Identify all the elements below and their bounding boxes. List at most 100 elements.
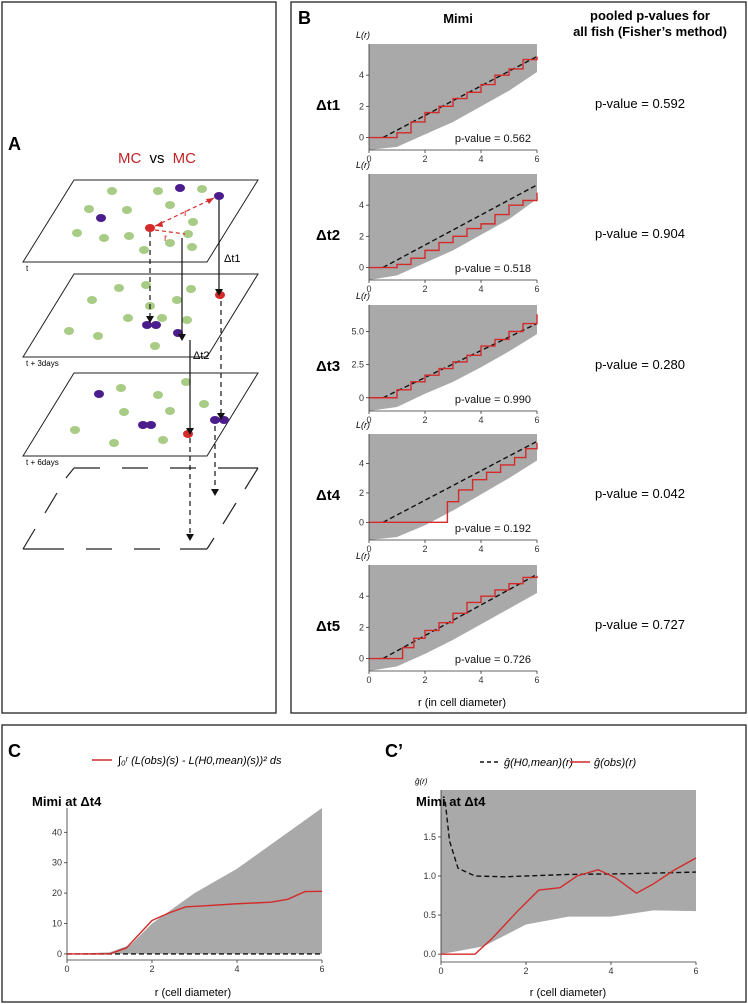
plane-t6 bbox=[22, 372, 259, 457]
y-tick-label: 0 bbox=[359, 654, 364, 664]
x-tick-label: 6 bbox=[534, 415, 539, 425]
r-label-1: r bbox=[184, 208, 188, 219]
cell-green bbox=[197, 185, 207, 193]
cell-green bbox=[183, 230, 193, 238]
x-tick-label: 2 bbox=[523, 966, 528, 976]
arrowhead bbox=[186, 534, 194, 541]
dt1-label: Δt1 bbox=[224, 253, 241, 265]
x-tick-label: 4 bbox=[478, 544, 483, 554]
observed-line bbox=[369, 56, 538, 139]
cell-purple bbox=[214, 192, 224, 200]
x-tick-label: 4 bbox=[478, 415, 483, 425]
plot-pvalue: p-value = 0.726 bbox=[455, 654, 531, 666]
y-tick-label: 4 bbox=[359, 591, 364, 601]
y-tick-label: 30 bbox=[52, 858, 62, 868]
y-tick-label: 0 bbox=[57, 949, 62, 959]
cell-green bbox=[124, 232, 134, 240]
y-tick-label: 4 bbox=[359, 200, 364, 210]
y-tick-label: 2 bbox=[359, 488, 364, 498]
lr-ylabel: L(r) bbox=[356, 291, 370, 301]
mean-line bbox=[382, 55, 538, 139]
x-tick-label: 0 bbox=[366, 415, 371, 425]
plane-t3 bbox=[22, 273, 259, 358]
y-tick-label: 0.5 bbox=[423, 910, 436, 920]
plane-label-t3: t + 3days bbox=[26, 359, 59, 368]
panel-c-label: C bbox=[8, 741, 21, 761]
pooled-pvalue: p-value = 0.280 bbox=[595, 357, 685, 372]
observed-line bbox=[369, 314, 538, 399]
cell-green bbox=[87, 296, 97, 304]
r-label-2: r bbox=[164, 233, 168, 244]
cell-green bbox=[187, 243, 197, 251]
panel-a-title-vs: vs bbox=[150, 150, 165, 167]
y-tick-label: 2 bbox=[359, 231, 364, 241]
cell-green bbox=[165, 201, 175, 209]
x-tick-label: 0 bbox=[366, 544, 371, 554]
cell-green bbox=[99, 234, 109, 242]
r-arrow-1 bbox=[154, 197, 215, 227]
dt-row-label: Δt1 bbox=[316, 97, 340, 114]
x-tick-label: 2 bbox=[422, 675, 427, 685]
y-tick-label: 2 bbox=[359, 101, 364, 111]
cell-green bbox=[84, 205, 94, 213]
tracking-arrowheads bbox=[146, 289, 225, 541]
envelope-area bbox=[67, 808, 322, 954]
panel-a-title: MC vs MC bbox=[118, 150, 196, 167]
cell-green bbox=[199, 400, 209, 408]
plane-label-t: t bbox=[26, 264, 29, 273]
observed-line bbox=[441, 857, 697, 955]
arrowhead bbox=[146, 316, 154, 323]
x-tick-label: 0 bbox=[366, 154, 371, 164]
cell-green bbox=[153, 187, 163, 195]
lr-ylabel: L(r) bbox=[356, 30, 370, 40]
plot-pvalue: p-value = 0.990 bbox=[455, 394, 531, 406]
dt-row-label: Δt5 bbox=[316, 618, 340, 635]
cell-green bbox=[172, 296, 182, 304]
observed-line bbox=[67, 890, 323, 955]
panel-c-xlabel: r (cell diameter) bbox=[155, 987, 231, 999]
panel-b-frame bbox=[290, 1, 747, 714]
observed-line bbox=[369, 192, 538, 269]
panel-b-plots: 0 2 4 6 0 2 4 L(r) p-value = 0.562 Δt1 p-value = 0… bbox=[316, 30, 685, 685]
r-arrowhead bbox=[155, 221, 163, 227]
cell-green bbox=[70, 426, 80, 434]
lr-plot-3: 0 2 4 6 0 2.5 5.0 L(r) p-value = 0.990 bbox=[351, 291, 539, 425]
lr-plot-4: 0 2 4 6 0 2 4 L(r) p-value = 0.192 bbox=[356, 420, 540, 554]
x-tick-label: 2 bbox=[422, 284, 427, 294]
cell-green bbox=[165, 407, 175, 415]
cell-green bbox=[122, 206, 132, 214]
observed-line bbox=[369, 442, 538, 524]
panel-c2-xlabel: r (cell diameter) bbox=[530, 987, 606, 999]
x-tick-label: 6 bbox=[319, 964, 324, 974]
panel-c-plot: 0 2 4 6 0 10 20 30 40 Mimi at Δt4 bbox=[32, 794, 325, 974]
y-tick-label: 1.0 bbox=[423, 871, 436, 881]
plane-label-t6: t + 6days bbox=[26, 458, 59, 467]
cell-green bbox=[139, 246, 149, 254]
x-tick-label: 6 bbox=[693, 966, 698, 976]
panel-c2-legend-obs: ĝ(obs)(r) bbox=[594, 757, 637, 769]
cell-green bbox=[165, 239, 175, 247]
dt-row-label: Δt4 bbox=[316, 487, 341, 504]
x-tick-label: 6 bbox=[534, 284, 539, 294]
lr-plot-1: 0 2 4 6 0 2 4 L(r) p-value = 0.562 bbox=[356, 30, 540, 164]
mean-line bbox=[382, 573, 538, 660]
cell-green bbox=[153, 391, 163, 399]
x-tick-label: 6 bbox=[534, 154, 539, 164]
lr-plot-2: 0 2 4 6 0 2 4 L(r) p-value = 0.518 bbox=[356, 160, 540, 294]
cell-green bbox=[107, 187, 117, 195]
x-tick-label: 4 bbox=[478, 284, 483, 294]
dt-row-label: Δt2 bbox=[316, 227, 340, 244]
cell-purple bbox=[175, 184, 185, 192]
y-tick-label: 2 bbox=[359, 622, 364, 632]
x-tick-label: 2 bbox=[422, 154, 427, 164]
x-tick-label: 4 bbox=[478, 675, 483, 685]
cells-plane-t3 bbox=[64, 281, 225, 350]
plot-pvalue: p-value = 0.518 bbox=[455, 263, 531, 275]
cells-plane-t6 bbox=[70, 378, 229, 447]
cell-purple bbox=[151, 321, 161, 329]
panel-a-frame bbox=[1, 1, 277, 714]
cell-purple bbox=[210, 416, 220, 424]
arrowhead bbox=[217, 413, 225, 420]
x-tick-label: 0 bbox=[366, 675, 371, 685]
